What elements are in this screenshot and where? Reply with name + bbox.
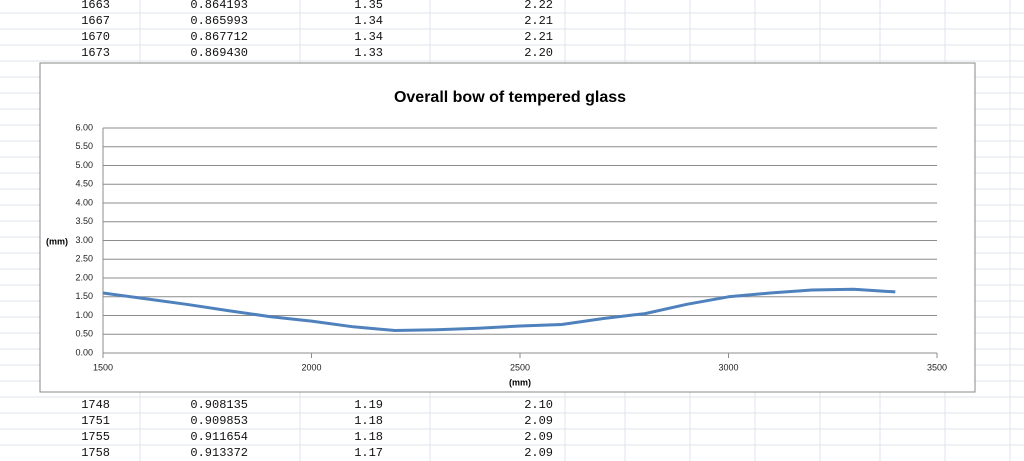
cell: 0.867712 <box>190 30 248 44</box>
cell: 1670 <box>81 30 110 44</box>
cell: 0.908135 <box>190 398 248 412</box>
y-tick-label: 4.00 <box>75 197 93 207</box>
x-tick-label: 1500 <box>93 362 113 372</box>
cell: 0.865993 <box>190 14 248 28</box>
cell: 2.21 <box>524 30 553 44</box>
cell: 2.22 <box>524 0 553 12</box>
cell: 2.09 <box>524 430 553 444</box>
y-tick-label: 3.50 <box>75 216 93 226</box>
cell: 1.18 <box>354 430 383 444</box>
chart-area[interactable] <box>39 62 976 393</box>
cell: 2.20 <box>524 46 553 60</box>
cell: 2.09 <box>524 414 553 428</box>
y-axis-label: (mm) <box>46 236 68 246</box>
cell: 1.34 <box>354 14 383 28</box>
cell: 1667 <box>81 14 110 28</box>
x-tick-label: 2500 <box>510 362 530 372</box>
cell: 1.19 <box>354 398 383 412</box>
y-tick-label: 5.00 <box>75 160 93 170</box>
cell: 1755 <box>81 430 110 444</box>
y-tick-label: 0.50 <box>75 329 93 339</box>
y-tick-label: 1.50 <box>75 291 93 301</box>
cell: 0.869430 <box>190 46 248 60</box>
x-axis-label: (mm) <box>509 377 531 387</box>
cell: 1.33 <box>354 46 383 60</box>
cell: 2.10 <box>524 398 553 412</box>
cell: 1.17 <box>354 446 383 460</box>
y-tick-label: 1.00 <box>75 310 93 320</box>
x-tick-label: 3500 <box>927 362 947 372</box>
cell: 0.864193 <box>190 0 248 12</box>
cell: 1.35 <box>354 0 383 12</box>
cell: 0.911654 <box>190 430 248 444</box>
data-line <box>102 287 896 332</box>
y-tick-label: 5.50 <box>75 141 93 151</box>
plot: 0.00 0.50 1.00 1.50 2.00 2.50 3.00 3.50 4.00 4.50… <box>75 122 947 372</box>
cell: 1663 <box>81 0 110 12</box>
x-tick-label: 3000 <box>718 362 738 372</box>
cell: 1748 <box>81 398 110 412</box>
cell: 1758 <box>81 446 110 460</box>
cells: 1663 0.864193 1.35 2.22 1667 0.865993 1.34 2.21… <box>81 0 553 460</box>
cell: 0.913372 <box>190 446 248 460</box>
cell: 2.21 <box>524 14 553 28</box>
cell: 0.909853 <box>190 414 248 428</box>
x-tick-label: 2000 <box>301 362 321 372</box>
y-tick-label: 3.00 <box>75 235 93 245</box>
y-tick-label: 6.00 <box>75 122 93 132</box>
y-tick-label: 4.50 <box>75 179 93 189</box>
cell: 2.09 <box>524 446 553 460</box>
cell: 1673 <box>81 46 110 60</box>
chart-title: Overall bow of tempered glass <box>394 89 626 106</box>
y-tick-label: 0.00 <box>75 347 93 357</box>
cell: 1.18 <box>354 414 383 428</box>
cell: 1751 <box>81 414 110 428</box>
cell: 1.34 <box>354 30 383 44</box>
y-tick-label: 2.00 <box>75 272 93 282</box>
y-tick-label: 2.50 <box>75 254 93 264</box>
